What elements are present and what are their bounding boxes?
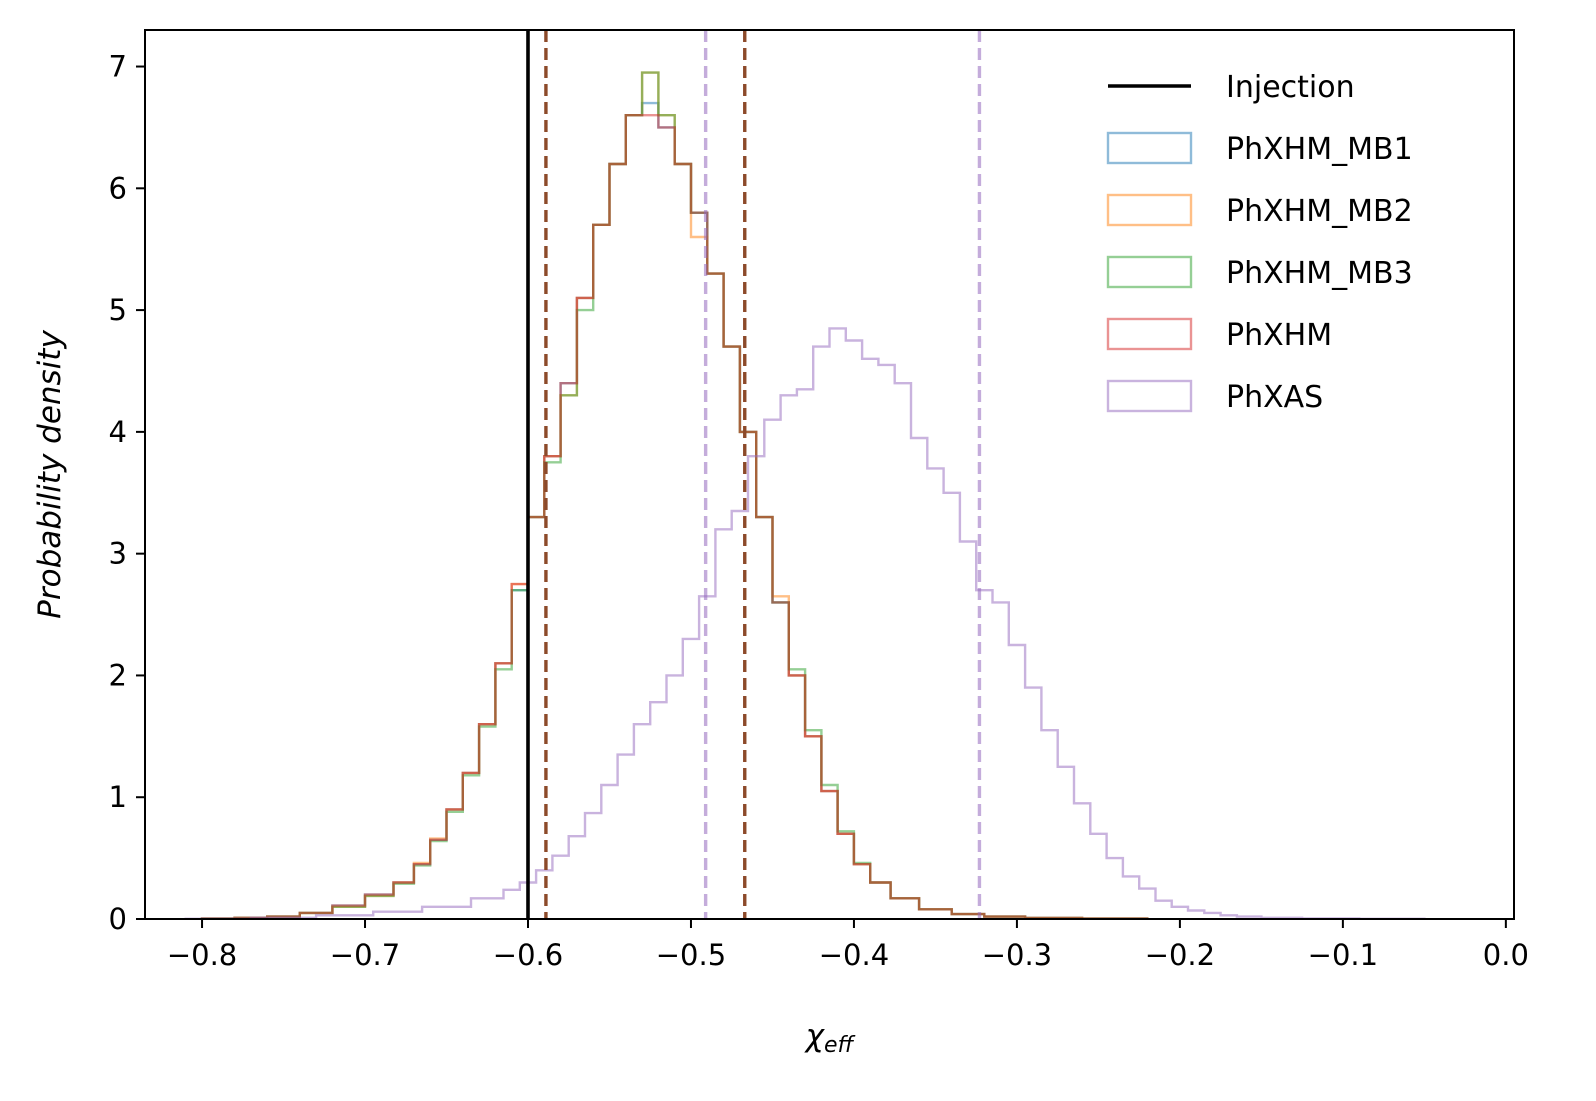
x-tick-label: −0.7 (330, 938, 400, 972)
x-tick-label: −0.6 (493, 938, 563, 972)
y-tick-label: 2 (109, 658, 127, 692)
x-tick-label: −0.2 (1145, 938, 1215, 972)
legend-handle-2 (1106, 255, 1193, 289)
y-tick-label: 6 (109, 171, 127, 205)
legend-handle-0 (1106, 131, 1193, 165)
legend-label-4: PhXAS (1226, 380, 1323, 415)
histogram-layer (184, 71, 1426, 920)
x-tick-label: −0.1 (1308, 938, 1378, 972)
legend-label-1: PhXHM_MB2 (1226, 194, 1413, 229)
legend-handle-3 (1106, 317, 1193, 351)
histogram-series-4 (184, 327, 1426, 920)
x-axis: −0.8 −0.7 −0.6 −0.5 −0.4 −0.3 −0.2 −0.1 0.0 (167, 919, 1529, 972)
legend-label-0: PhXHM_MB1 (1226, 132, 1413, 167)
x-tick-label: −0.8 (167, 938, 237, 972)
y-axis-label: Probability density (32, 330, 68, 619)
y-tick-label: 4 (109, 415, 127, 449)
legend-label-2: PhXHM_MB3 (1226, 256, 1413, 291)
y-tick-label: 0 (109, 902, 127, 936)
x-axis-label: χeff (804, 1018, 856, 1058)
credible-interval-layer (544, 30, 982, 919)
x-tick-label: −0.3 (982, 938, 1052, 972)
y-axis: 0 1 2 3 4 5 6 7 (109, 50, 145, 936)
x-tick-label: 0.0 (1483, 938, 1529, 972)
y-tick-label: 7 (109, 50, 127, 84)
legend-label-3: PhXHM (1226, 318, 1332, 353)
y-tick-label: 5 (109, 293, 127, 327)
x-tick-label: −0.5 (656, 938, 726, 972)
legend-injection-label: Injection (1226, 70, 1355, 105)
legend-handle-4 (1106, 379, 1193, 413)
x-axis-label-subscript: eff (824, 1033, 856, 1058)
x-axis-label-symbol: χ (804, 1018, 826, 1054)
legend: Injection PhXHM_MB1 PhXHM_MB2 PhXHM_MB3 PhXH… (1106, 70, 1413, 415)
y-tick-label: 3 (109, 537, 127, 571)
histogram-series-3 (200, 114, 1149, 920)
legend-handle-1 (1106, 193, 1193, 227)
y-tick-label: 1 (109, 780, 127, 814)
x-tick-label: −0.4 (819, 938, 889, 972)
plot-frame (144, 29, 1515, 920)
